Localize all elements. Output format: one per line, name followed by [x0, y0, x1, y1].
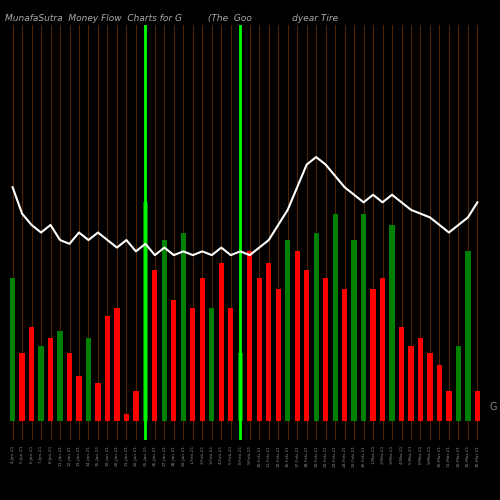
Bar	[10, 278, 15, 421]
Bar	[143, 202, 148, 421]
Bar	[58, 330, 62, 421]
Bar	[180, 232, 186, 421]
Bar	[152, 270, 158, 421]
Bar	[408, 346, 414, 421]
Text: MunafaSutra  Money Flow  Charts for G         (The  Goo              dyear Tire: MunafaSutra Money Flow Charts for G (The…	[5, 14, 338, 23]
Bar	[380, 278, 385, 421]
Bar	[38, 346, 44, 421]
Bar	[314, 232, 319, 421]
Bar	[390, 225, 394, 421]
Text: G: G	[490, 402, 498, 412]
Bar	[352, 240, 356, 421]
Bar	[399, 327, 404, 421]
Bar	[209, 308, 214, 421]
Bar	[276, 289, 281, 421]
Bar	[171, 300, 176, 421]
Bar	[96, 384, 100, 421]
Bar	[466, 252, 470, 421]
Bar	[437, 364, 442, 421]
Bar	[256, 278, 262, 421]
Bar	[114, 308, 119, 421]
Bar	[105, 316, 110, 421]
Bar	[162, 240, 167, 421]
Bar	[370, 289, 376, 421]
Bar	[228, 308, 234, 421]
Bar	[218, 262, 224, 421]
Bar	[48, 338, 53, 421]
Bar	[20, 353, 24, 421]
Bar	[76, 376, 82, 421]
Bar	[428, 353, 432, 421]
Bar	[294, 252, 300, 421]
Bar	[285, 240, 290, 421]
Bar	[247, 252, 252, 421]
Bar	[200, 278, 205, 421]
Bar	[361, 214, 366, 421]
Bar	[29, 327, 34, 421]
Bar	[332, 214, 338, 421]
Bar	[456, 346, 461, 421]
Bar	[342, 289, 347, 421]
Bar	[475, 391, 480, 421]
Bar	[134, 391, 138, 421]
Bar	[67, 353, 72, 421]
Bar	[190, 308, 196, 421]
Bar	[446, 391, 452, 421]
Bar	[323, 278, 328, 421]
Bar	[86, 338, 91, 421]
Bar	[266, 262, 272, 421]
Bar	[418, 338, 423, 421]
Bar	[124, 414, 129, 421]
Bar	[238, 353, 243, 421]
Bar	[304, 270, 310, 421]
